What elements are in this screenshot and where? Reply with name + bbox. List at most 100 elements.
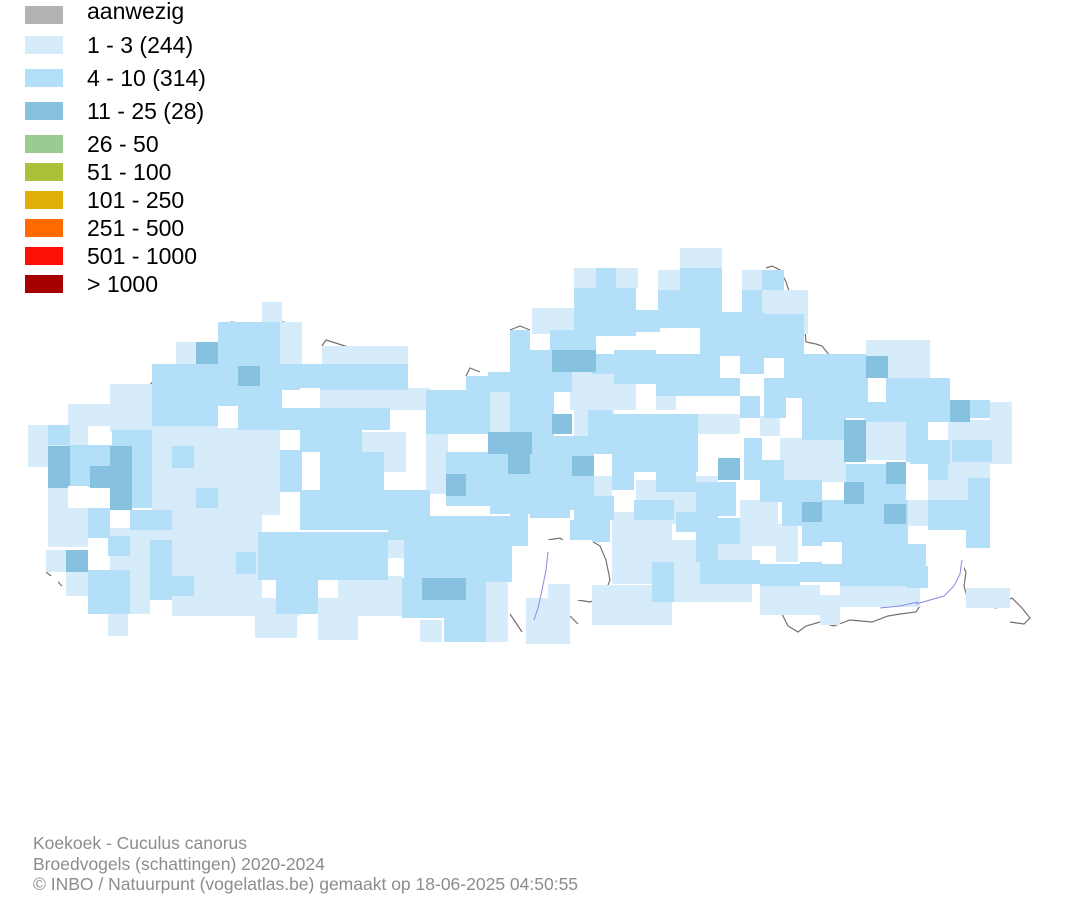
grid-cell-4-10 <box>846 378 868 418</box>
grid-cell-4-10 <box>300 428 362 452</box>
grid-cell-1-3 <box>322 346 408 368</box>
grid-cell-4-10 <box>218 322 280 370</box>
distribution-map <box>28 248 1031 644</box>
grid-cell-4-10 <box>280 450 302 492</box>
grid-cell-4-10 <box>280 364 408 390</box>
river-line <box>533 551 549 621</box>
grid-cell-4-10 <box>720 378 740 396</box>
grid-cell-4-10 <box>614 350 656 384</box>
grid-cell-11-25 <box>110 446 132 510</box>
legend-label-1-3: 1 - 3 (244) <box>87 32 194 58</box>
river-lines <box>533 551 963 621</box>
grid-cell-4-10 <box>800 562 840 582</box>
grid-cell-1-3 <box>216 554 234 580</box>
grid-cell-11-25 <box>572 456 594 476</box>
grid-cell-1-3 <box>906 500 928 526</box>
grid-cell-11-25 <box>552 350 596 372</box>
grid-cell-4-10 <box>172 576 194 596</box>
grid-cell-4-10 <box>680 268 722 312</box>
grid-cell-4-10 <box>88 570 130 614</box>
grid-cell-4-10 <box>276 578 318 614</box>
footer-species: Koekoek - Cuculus canorus <box>33 833 247 853</box>
grid-cell-4-10 <box>150 540 172 600</box>
legend-label-aanwezig: aanwezig <box>87 0 185 24</box>
grid-cell-1-3 <box>68 404 112 426</box>
grid-cell-1-3 <box>172 598 300 616</box>
grid-cell-1-3 <box>966 588 1010 608</box>
grid-cell-1-3 <box>990 402 1012 464</box>
grid-cell-11-25 <box>886 462 906 484</box>
grid-cell-1-3 <box>780 438 846 482</box>
grid-cell-1-3 <box>420 620 442 642</box>
grid-cell-4-10 <box>700 560 760 584</box>
grid-cell-4-10 <box>718 518 740 544</box>
grid-cell-4-10 <box>570 520 610 542</box>
grid-cell-11-25 <box>718 458 740 480</box>
grid-cell-1-3 <box>760 416 780 436</box>
map-legend: aanwezig 1 - 3 (244) 4 - 10 (314) 11 - 2… <box>0 0 300 300</box>
grid-cell-11-25 <box>552 414 572 434</box>
grid-cell-11-25 <box>884 504 906 524</box>
legend-label-101-250: 101 - 250 <box>87 187 185 213</box>
legend-label-501-1000: 501 - 1000 <box>87 243 197 269</box>
grid-cell-4-10 <box>764 378 786 418</box>
grid-cell-4-10 <box>108 536 130 556</box>
legend-swatch-gt-1000 <box>25 275 63 293</box>
grid-cell-1-3 <box>486 578 508 642</box>
grid-cell-4-10 <box>466 376 490 396</box>
grid-cell-4-10 <box>48 425 70 445</box>
grid-cell-1-3 <box>680 248 722 270</box>
grid-cell-1-3 <box>864 418 906 460</box>
grid-cell-1-3 <box>658 270 680 292</box>
grid-cell-11-25 <box>196 342 218 364</box>
grid-cell-4-10 <box>634 500 674 520</box>
grid-cell-1-3 <box>426 432 448 494</box>
map-gap <box>300 388 320 408</box>
grid-cell-4-10 <box>860 500 880 544</box>
footer-dataset: Broedvogels (schattingen) 2020-2024 <box>33 853 325 874</box>
grid-cell-4-10 <box>280 408 390 430</box>
map-gap <box>218 406 238 428</box>
grid-cell-4-10 <box>760 480 822 502</box>
legend-label-11-25: 11 - 25 (28) <box>87 98 205 124</box>
map-gap <box>548 540 592 584</box>
legend-swatch-1-3 <box>25 36 63 54</box>
grid-cell-4-10 <box>404 516 512 582</box>
legend-swatch-aanwezig <box>25 6 63 24</box>
grid-cell-4-10 <box>510 514 528 546</box>
map-gap <box>40 576 58 592</box>
grid-cell-1-3 <box>130 574 150 596</box>
grid-cell-4-10 <box>510 330 530 352</box>
grid-cell-4-10 <box>652 562 674 602</box>
grid-cell-11-25 <box>446 474 466 496</box>
grid-cell-4-10 <box>760 564 800 586</box>
grid-cell-4-10 <box>966 400 990 418</box>
grid-cell-11-25 <box>844 482 864 504</box>
grid-cell-4-10 <box>910 440 950 464</box>
grid-cell-11-25 <box>950 400 970 422</box>
grid-cell-1-3 <box>656 392 676 410</box>
border-line <box>509 325 531 331</box>
grid-cell-11-25 <box>508 452 530 474</box>
legend-swatch-51-100 <box>25 163 63 181</box>
grid-cell-11-25 <box>866 356 888 378</box>
grid-cell-4-10 <box>510 350 550 374</box>
map-gap <box>570 582 592 600</box>
map-footer: Koekoek - Cuculus canorus Broedvogels (s… <box>33 833 578 895</box>
grid-cell-4-10 <box>426 390 490 434</box>
grid-cell-11-25 <box>66 550 88 572</box>
grid-cell-4-10 <box>802 398 846 440</box>
map-gap <box>68 486 88 508</box>
grid-cell-4-10 <box>968 478 990 526</box>
grid-cell-11-25 <box>238 366 260 386</box>
grid-cell-4-10 <box>530 498 570 518</box>
grid-cell-4-10 <box>172 446 194 468</box>
legend-label-4-10: 4 - 10 (314) <box>87 65 206 91</box>
grid-cell-4-10 <box>130 510 172 530</box>
grid-cell-4-10 <box>236 552 256 574</box>
grid-cell-4-10 <box>612 470 634 490</box>
grid-cell-1-3 <box>110 384 156 432</box>
grid-cell-1-3 <box>280 322 302 366</box>
legend-label-gt-1000: > 1000 <box>87 271 158 297</box>
grid-cell-1-3 <box>840 585 920 607</box>
